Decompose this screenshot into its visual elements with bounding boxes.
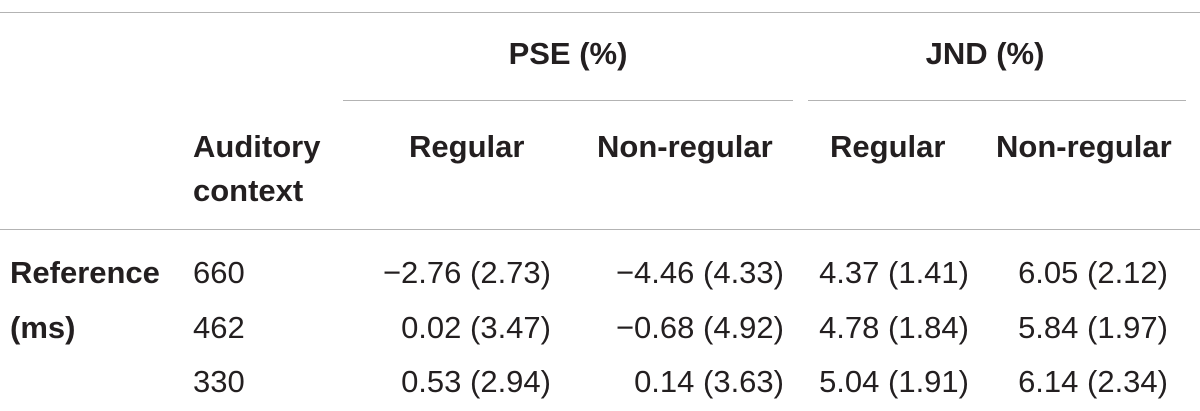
pse-regular-value: 0.02 (3.47) bbox=[401, 310, 551, 345]
pse-non-regular-value: 0.14 (3.63) bbox=[634, 364, 784, 399]
pse-non-regular-value: −0.68 (4.92) bbox=[615, 310, 784, 345]
jnd-non-regular-value: 5.84 (1.97) bbox=[1018, 310, 1168, 345]
jnd-regular-header: Regular bbox=[830, 129, 946, 164]
jnd-regular-value: 5.04 (1.91) bbox=[819, 364, 969, 399]
context-value: 462 bbox=[193, 310, 245, 345]
jnd-non-regular-header: Non-regular bbox=[996, 129, 1172, 164]
pse-non-regular-header: Non-regular bbox=[597, 129, 773, 164]
jnd-regular-value: 4.37 (1.41) bbox=[819, 255, 969, 290]
pse-group-header: PSE (%) bbox=[508, 36, 628, 71]
context-value: 330 bbox=[193, 364, 245, 399]
jnd-non-regular-value: 6.14 (2.34) bbox=[1018, 364, 1168, 399]
reference-row-label-line2: (ms) bbox=[10, 310, 76, 345]
jnd-group-header: JND (%) bbox=[925, 36, 1045, 71]
jnd-group-underline bbox=[808, 100, 1186, 101]
jnd-non-regular-value: 6.05 (2.12) bbox=[1018, 255, 1168, 290]
auditory-context-header-line2: context bbox=[193, 173, 304, 208]
pse-non-regular-value: −4.46 (4.33) bbox=[615, 255, 784, 290]
pse-regular-value: −2.76 (2.73) bbox=[382, 255, 551, 290]
pse-regular-value: 0.53 (2.94) bbox=[401, 364, 551, 399]
auditory-context-header-line1: Auditory bbox=[193, 129, 321, 164]
jnd-regular-value: 4.78 (1.84) bbox=[819, 310, 969, 345]
context-value: 660 bbox=[193, 255, 245, 290]
header-bottom-rule bbox=[0, 229, 1200, 230]
reference-row-label-line1: Reference bbox=[10, 255, 160, 290]
table-top-rule bbox=[0, 12, 1200, 13]
pse-group-underline bbox=[343, 100, 793, 101]
pse-regular-header: Regular bbox=[409, 129, 525, 164]
